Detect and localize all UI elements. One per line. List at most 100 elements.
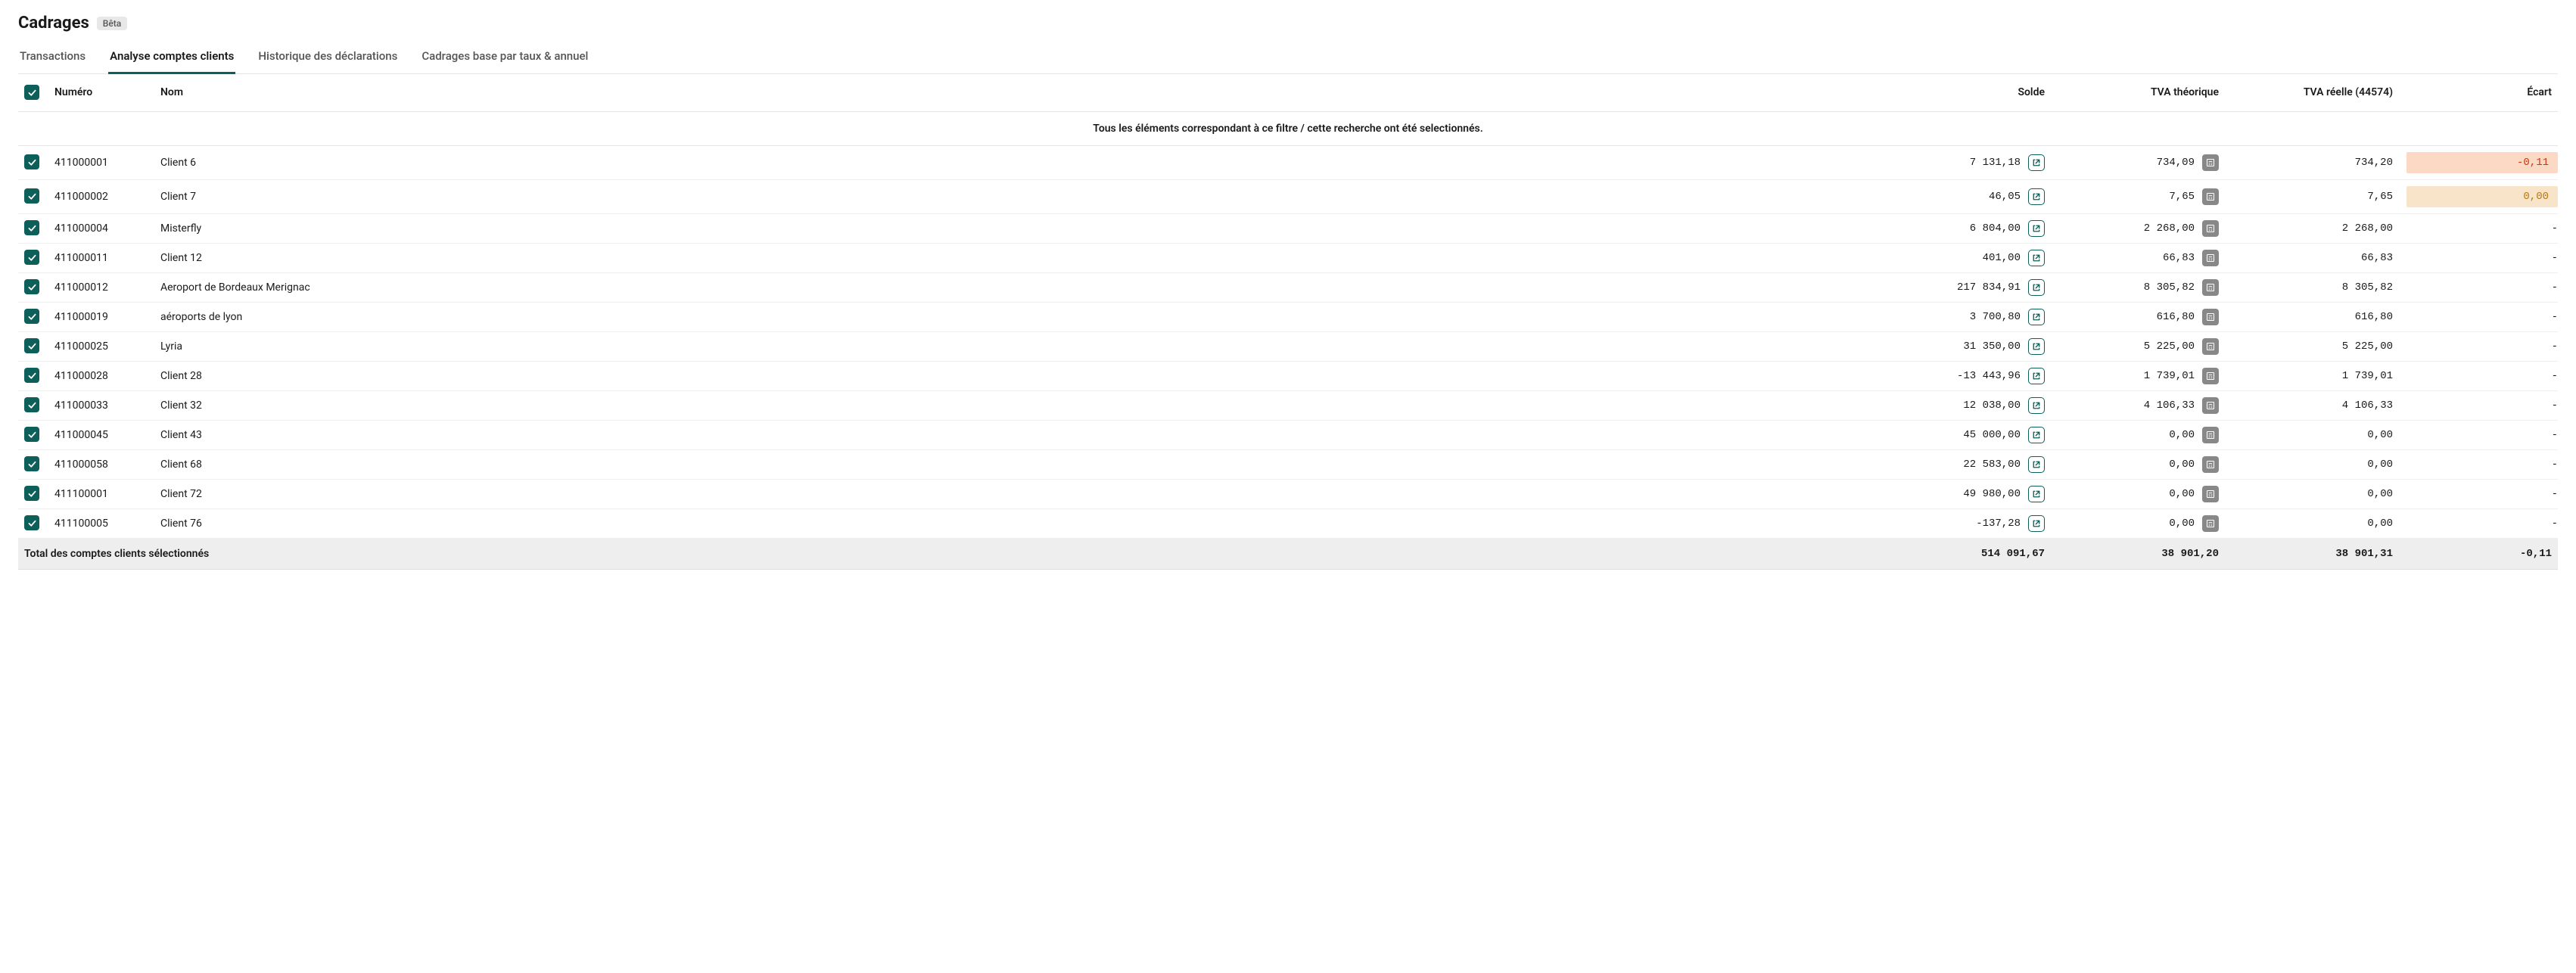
ecart-value: - <box>2552 459 2558 471</box>
select-all-checkbox[interactable] <box>24 85 39 100</box>
open-solde-button[interactable] <box>2028 250 2045 266</box>
footer-tvat: 38 901,20 <box>2051 538 2225 569</box>
open-solde-button[interactable] <box>2028 456 2045 473</box>
row-checkbox[interactable] <box>24 427 39 442</box>
calc-tvat-button[interactable] <box>2202 250 2219 266</box>
check-icon <box>27 341 37 351</box>
accounts-table: Numéro Nom Solde TVA théorique TVA réell… <box>18 74 2558 570</box>
ecart-value: - <box>2552 281 2558 294</box>
calc-tvat-button[interactable] <box>2202 486 2219 502</box>
open-external-icon <box>2032 312 2041 322</box>
calc-tvat-button[interactable] <box>2202 154 2219 171</box>
cell-solde: 3 700,80 <box>1970 311 2021 323</box>
col-header-nom[interactable]: Nom <box>154 74 1877 111</box>
cell-solde: 31 350,00 <box>1963 340 2021 353</box>
cell-tvar: 0,00 <box>2367 459 2393 471</box>
tab-0[interactable]: Transactions <box>18 40 87 74</box>
table-row: 411000033Client 3212 038,004 106,334 106… <box>18 390 2558 420</box>
open-solde-button[interactable] <box>2028 188 2045 205</box>
calc-tvat-button[interactable] <box>2202 515 2219 532</box>
cell-solde: -13 443,96 <box>1957 370 2021 382</box>
open-solde-button[interactable] <box>2028 486 2045 502</box>
ecart-value: - <box>2552 340 2558 353</box>
table-row: 411000012Aeroport de Bordeaux Merignac21… <box>18 272 2558 302</box>
cell-nom: Client 72 <box>154 479 1877 508</box>
open-external-icon <box>2032 460 2041 469</box>
calc-tvat-button[interactable] <box>2202 220 2219 237</box>
cell-nom: Client 76 <box>154 508 1877 538</box>
cell-tvar: 1 739,01 <box>2342 370 2393 382</box>
col-header-tva-theorique[interactable]: TVA théorique <box>2051 74 2225 111</box>
calculator-icon <box>2206 460 2215 469</box>
row-checkbox[interactable] <box>24 456 39 471</box>
calculator-icon <box>2206 312 2215 322</box>
check-icon <box>27 312 37 322</box>
calc-tvat-button[interactable] <box>2202 338 2219 355</box>
col-header-solde[interactable]: Solde <box>1877 74 2051 111</box>
open-solde-button[interactable] <box>2028 154 2045 171</box>
calc-tvat-button[interactable] <box>2202 188 2219 205</box>
col-header-tva-reelle[interactable]: TVA réelle (44574) <box>2225 74 2399 111</box>
ecart-value: - <box>2552 222 2558 235</box>
col-header-ecart[interactable]: Écart <box>2399 74 2558 111</box>
tab-1[interactable]: Analyse comptes clients <box>108 40 235 74</box>
ecart-value: - <box>2552 252 2558 264</box>
open-external-icon <box>2032 342 2041 351</box>
cell-solde: 12 038,00 <box>1963 399 2021 412</box>
cell-solde: 7 131,18 <box>1970 157 2021 169</box>
row-checkbox[interactable] <box>24 309 39 324</box>
calc-tvat-button[interactable] <box>2202 279 2219 296</box>
table-row: 411100001Client 7249 980,000,000,00- <box>18 479 2558 508</box>
cell-nom: Client 43 <box>154 420 1877 449</box>
row-checkbox[interactable] <box>24 154 39 169</box>
calc-tvat-button[interactable] <box>2202 309 2219 325</box>
row-checkbox[interactable] <box>24 250 39 265</box>
row-checkbox[interactable] <box>24 220 39 235</box>
cell-solde: 49 980,00 <box>1963 488 2021 500</box>
cell-tvar: 4 106,33 <box>2342 399 2393 412</box>
page-header: Cadrages Bêta <box>18 0 2558 40</box>
row-checkbox[interactable] <box>24 397 39 412</box>
open-solde-button[interactable] <box>2028 279 2045 296</box>
cell-solde: 22 583,00 <box>1963 459 2021 471</box>
calculator-icon <box>2206 431 2215 440</box>
table-row: 411000025Lyria31 350,005 225,005 225,00- <box>18 331 2558 361</box>
col-header-numero[interactable]: Numéro <box>48 74 154 111</box>
check-icon <box>27 282 37 292</box>
cell-numero: 411000058 <box>48 449 154 479</box>
row-checkbox[interactable] <box>24 188 39 204</box>
calc-tvat-button[interactable] <box>2202 397 2219 414</box>
cell-tvar: 0,00 <box>2367 518 2393 530</box>
open-solde-button[interactable] <box>2028 368 2045 384</box>
open-solde-button[interactable] <box>2028 397 2045 414</box>
tab-3[interactable]: Cadrages base par taux & annuel <box>420 40 590 74</box>
calc-tvat-button[interactable] <box>2202 456 2219 473</box>
table-row: 411100005Client 76-137,280,000,00- <box>18 508 2558 538</box>
open-solde-button[interactable] <box>2028 515 2045 532</box>
open-solde-button[interactable] <box>2028 338 2045 355</box>
cell-tvat: 4 106,33 <box>2144 399 2195 412</box>
calc-tvat-button[interactable] <box>2202 427 2219 443</box>
row-checkbox[interactable] <box>24 338 39 353</box>
beta-badge: Bêta <box>97 17 127 30</box>
cell-numero: 411000001 <box>48 145 154 179</box>
row-checkbox[interactable] <box>24 486 39 501</box>
check-icon <box>27 157 37 167</box>
calculator-icon <box>2206 490 2215 499</box>
cell-solde: 45 000,00 <box>1963 429 2021 441</box>
tab-2[interactable]: Historique des déclarations <box>257 40 399 74</box>
open-external-icon <box>2032 192 2041 201</box>
calc-tvat-button[interactable] <box>2202 368 2219 384</box>
row-checkbox[interactable] <box>24 368 39 383</box>
open-solde-button[interactable] <box>2028 427 2045 443</box>
row-checkbox[interactable] <box>24 279 39 294</box>
ecart-value: - <box>2552 488 2558 500</box>
cell-nom: Client 28 <box>154 361 1877 390</box>
cell-nom: Client 32 <box>154 390 1877 420</box>
open-solde-button[interactable] <box>2028 309 2045 325</box>
calculator-icon <box>2206 253 2215 263</box>
check-icon <box>27 371 37 381</box>
row-checkbox[interactable] <box>24 515 39 530</box>
open-solde-button[interactable] <box>2028 220 2045 237</box>
cell-numero: 411000028 <box>48 361 154 390</box>
